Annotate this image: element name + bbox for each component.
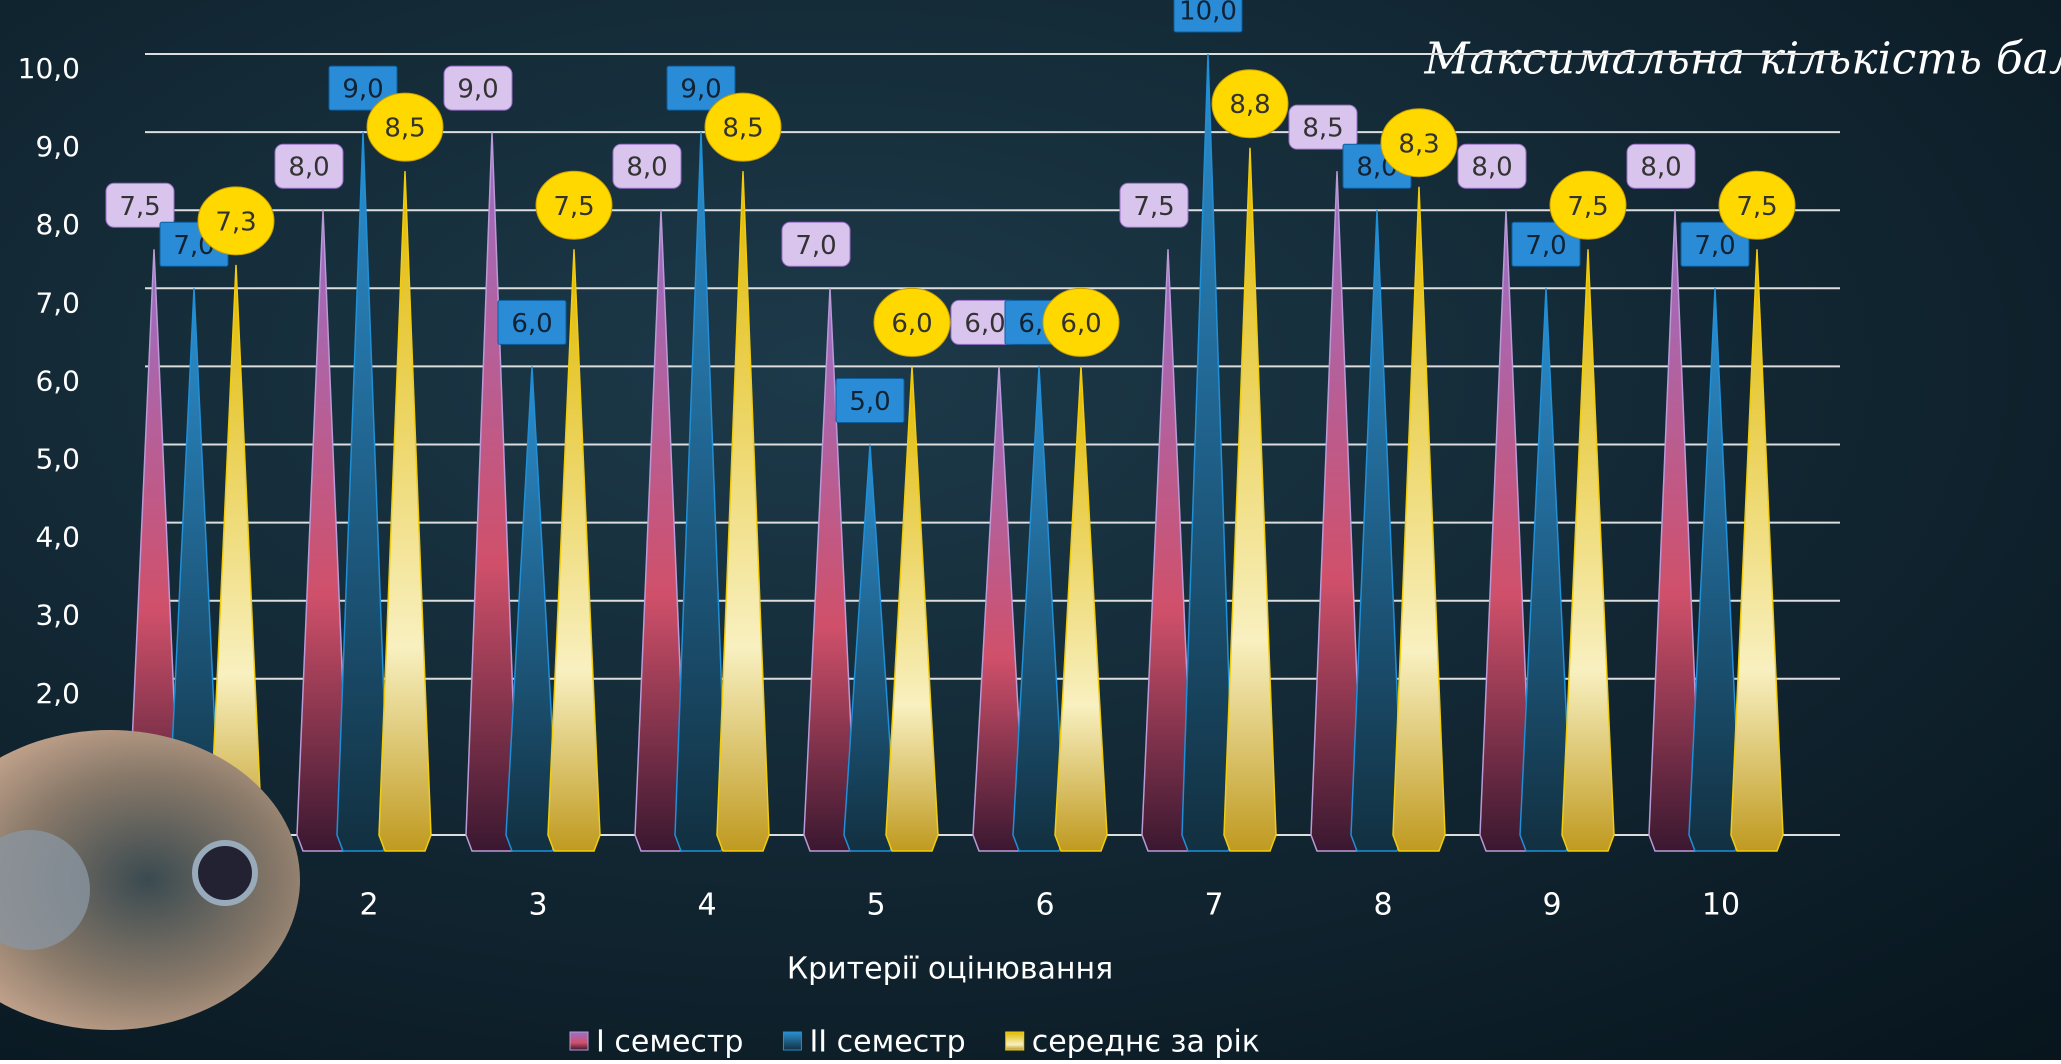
y-tick-label: 7,0 xyxy=(35,286,80,319)
legend-swatch xyxy=(1006,1032,1024,1050)
value-label: 7,5 xyxy=(1567,192,1608,222)
value-label: 7,3 xyxy=(215,207,256,237)
value-label: 8,0 xyxy=(288,153,329,183)
value-label: 10,0 xyxy=(1179,0,1237,27)
value-label: 8,0 xyxy=(1640,153,1681,183)
x-tick-label: 5 xyxy=(866,888,885,923)
chart: Максимальна кількість балів - 10 Критері… xyxy=(0,0,2061,1060)
value-label: 7,0 xyxy=(795,231,836,261)
value-label: 7,5 xyxy=(553,192,594,222)
legend-label: II семестр xyxy=(809,1025,965,1060)
value-label: 7,5 xyxy=(1133,192,1174,222)
value-label: 9,0 xyxy=(342,75,383,105)
y-tick-label: 6,0 xyxy=(35,364,80,397)
x-tick-label: 2 xyxy=(359,888,378,923)
value-label: 8,8 xyxy=(1229,90,1270,120)
value-label: 9,0 xyxy=(457,75,498,105)
value-label: 6,0 xyxy=(1060,309,1101,339)
x-tick-label: 6 xyxy=(1035,888,1054,923)
legend: I семестр II семестр середнє за рік xyxy=(570,1025,1260,1060)
x-axis-label: Критерії оцінювання xyxy=(787,952,1113,987)
value-label: 8,5 xyxy=(722,114,763,144)
value-label: 5,0 xyxy=(849,387,890,417)
legend-label: I семестр xyxy=(596,1025,743,1060)
value-label: 7,5 xyxy=(1736,192,1777,222)
y-tick-label: 3,0 xyxy=(35,599,80,632)
value-label: 8,0 xyxy=(626,153,667,183)
x-tick-label: 9 xyxy=(1542,888,1561,923)
value-label: 6,0 xyxy=(964,309,1005,339)
x-tick-label: 3 xyxy=(528,888,547,923)
value-label: 8,3 xyxy=(1398,129,1439,159)
value-label: 7,0 xyxy=(1694,231,1735,261)
chart-title: Максимальна кількість балів - 10 xyxy=(1423,34,2061,85)
value-label: 6,0 xyxy=(511,309,552,339)
value-label: 7,5 xyxy=(119,192,160,222)
legend-swatch xyxy=(783,1032,801,1050)
x-tick-label: 10 xyxy=(1702,888,1740,923)
value-label: 8,5 xyxy=(384,114,425,144)
y-tick-label: 2,0 xyxy=(35,677,80,710)
value-label: 8,0 xyxy=(1471,153,1512,183)
x-tick-label: 7 xyxy=(1204,888,1223,923)
value-label: 7,0 xyxy=(1525,231,1566,261)
x-tick-label: 4 xyxy=(697,888,716,923)
fish-eye xyxy=(195,843,255,903)
value-label: 8,5 xyxy=(1302,114,1343,144)
y-tick-label: 10,0 xyxy=(18,52,80,85)
value-label: 6,0 xyxy=(891,309,932,339)
y-tick-label: 4,0 xyxy=(35,521,80,554)
legend-label: середнє за рік xyxy=(1032,1025,1260,1060)
y-tick-label: 5,0 xyxy=(35,443,80,476)
x-tick-label: 8 xyxy=(1373,888,1392,923)
legend-swatch xyxy=(570,1032,588,1050)
y-tick-label: 9,0 xyxy=(35,130,80,163)
y-tick-label: 8,0 xyxy=(35,208,80,241)
value-label: 9,0 xyxy=(680,75,721,105)
